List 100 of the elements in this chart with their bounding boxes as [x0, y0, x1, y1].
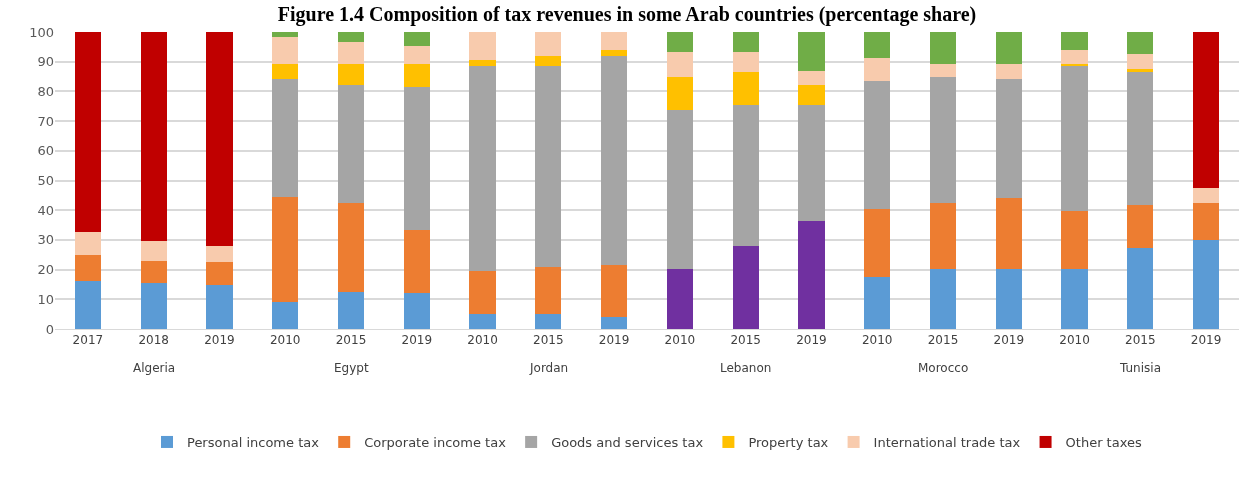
bar: [1061, 32, 1088, 50]
x-tick-label: 2015: [533, 333, 564, 348]
bar: [272, 301, 299, 329]
x-tick-label: 2019: [796, 333, 827, 348]
bar: [600, 316, 628, 329]
legend-label: Personal income tax: [187, 435, 320, 451]
bar: [995, 268, 1022, 329]
x-tick-label: 2019: [993, 333, 1025, 348]
bar: [140, 283, 167, 329]
bar: [732, 246, 759, 329]
bar: [798, 32, 825, 71]
x-tick-label: 2019: [1190, 333, 1222, 348]
text: Algeria: [133, 361, 176, 375]
bar: [272, 78, 299, 197]
bar: [1192, 187, 1220, 203]
bar: [403, 45, 430, 65]
x-tick-label: 2010: [1059, 333, 1090, 348]
bar: [337, 202, 365, 292]
legend-label: Goods and services tax: [551, 435, 704, 451]
bar: [600, 264, 628, 317]
text: Morocco: [918, 361, 969, 375]
text: Lebanon: [720, 361, 772, 375]
bar: [929, 202, 957, 269]
x-tick-label: 2018: [138, 333, 169, 348]
bar: [929, 32, 957, 65]
bar: [1127, 204, 1154, 248]
legend-label: Corporate income tax: [364, 435, 507, 451]
x-tick-label: 2015: [730, 333, 761, 348]
x-tick-label: 2015: [1125, 333, 1156, 348]
bar: [929, 268, 957, 329]
text: Tunisia: [1119, 361, 1161, 375]
legend-label: International trade tax: [873, 435, 1021, 451]
bar: [666, 51, 694, 77]
bar: [1127, 247, 1154, 329]
bar: [272, 37, 299, 65]
bar: [1127, 72, 1154, 205]
bar: [995, 64, 1022, 79]
legend-label: Property tax: [748, 435, 829, 451]
bar: [140, 260, 167, 284]
bar: [600, 56, 628, 265]
text: Egypt: [334, 361, 369, 375]
bar: [864, 276, 891, 329]
bar: [1061, 268, 1088, 329]
bar: [798, 85, 825, 106]
bar: [272, 196, 299, 302]
x-tick-label: 2015: [335, 333, 367, 348]
y-tick-label: 0: [45, 321, 54, 337]
y-tick-label: 30: [37, 232, 54, 248]
bar: [206, 245, 233, 263]
bar: [74, 232, 102, 255]
bar: [469, 32, 496, 61]
x-tick-label: 2010: [664, 333, 696, 348]
bar: [1192, 202, 1220, 240]
bar: [1192, 239, 1220, 329]
bar: [798, 105, 825, 221]
y-tick-label: 90: [37, 54, 54, 70]
bar: [337, 32, 365, 42]
bar: [535, 314, 562, 329]
bar: [272, 32, 299, 38]
x-tick-label: 2019: [598, 333, 630, 348]
bar: [337, 291, 365, 329]
bar: [1127, 53, 1154, 69]
x-tick-label: 2015: [927, 333, 959, 348]
bar: [798, 220, 825, 329]
bar: [995, 32, 1022, 65]
bar: [469, 314, 496, 329]
bar: [864, 81, 891, 209]
bar: [666, 268, 694, 329]
bar: [337, 64, 365, 86]
bar: [1061, 66, 1088, 211]
bar: [272, 64, 299, 79]
bar: [403, 32, 430, 46]
bar: [535, 266, 562, 315]
bar: [535, 32, 562, 57]
bar: [732, 32, 759, 52]
bar: [74, 254, 102, 282]
bar: [732, 105, 759, 247]
bar: [469, 60, 496, 67]
bar: [403, 229, 430, 294]
bar: [864, 57, 891, 82]
bar: [666, 109, 694, 269]
bar: [995, 198, 1022, 269]
bar: [1192, 32, 1220, 188]
bar: [600, 50, 628, 57]
bar: [206, 32, 233, 246]
bar: [337, 85, 365, 203]
bar: [74, 281, 102, 329]
y-tick-label: 100: [29, 24, 54, 40]
bar: [995, 78, 1022, 199]
bar: [1127, 32, 1154, 54]
x-tick-label: 2019: [204, 333, 235, 348]
x-tick-label: 2010: [861, 333, 893, 348]
bar: [864, 32, 891, 58]
chart-title: Figure 1.4 Composition of tax revenues in some Arab countries (percentage share): [277, 3, 977, 27]
y-tick-label: 20: [37, 262, 54, 278]
y-tick-label: 80: [37, 83, 54, 99]
bar: [732, 51, 759, 73]
bar: [337, 41, 365, 65]
bar: [929, 76, 957, 203]
bar: [469, 66, 496, 271]
